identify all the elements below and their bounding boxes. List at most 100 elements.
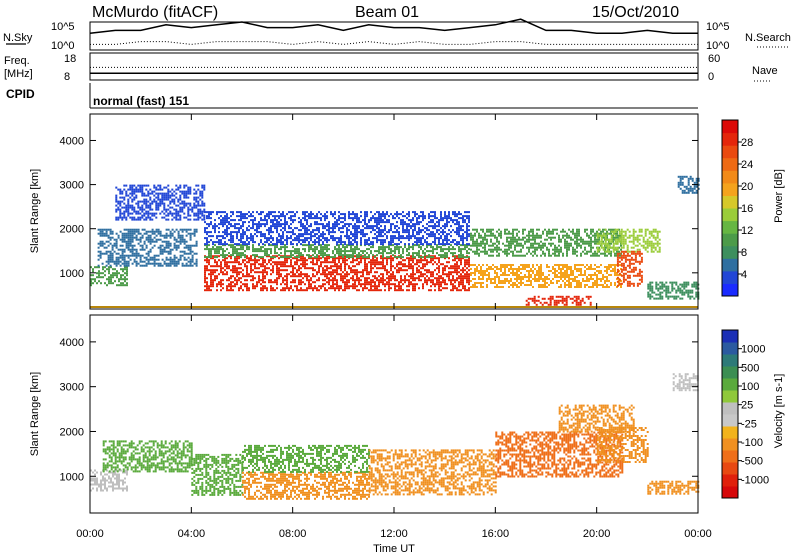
power-cell-3 xyxy=(312,273,314,276)
power-cell-6 xyxy=(470,264,472,266)
power-cell-5 xyxy=(318,239,320,242)
power-cell-5 xyxy=(290,227,292,230)
power-cell-2 xyxy=(115,198,118,201)
power-cell-1 xyxy=(127,236,130,239)
power-cell-5 xyxy=(444,225,446,228)
power-cell-3 xyxy=(262,263,264,266)
power-cell-5 xyxy=(414,229,416,232)
power-cell-3 xyxy=(364,285,366,288)
power-cell-5 xyxy=(382,211,384,214)
power-cell-5 xyxy=(254,219,256,222)
power-cell-4 xyxy=(232,244,234,247)
freq-series xyxy=(90,66,698,75)
power-cell-4 xyxy=(240,254,242,257)
power-cell-2 xyxy=(195,184,198,187)
power-cell-2 xyxy=(201,184,204,187)
power-cell-6 xyxy=(526,276,528,278)
power-cell-7 xyxy=(534,252,536,255)
power-cell-5 xyxy=(350,243,352,246)
power-cell-6 xyxy=(516,278,518,280)
power-cell-4 xyxy=(354,246,356,249)
power-cell-3 xyxy=(218,255,220,258)
power-cell-5 xyxy=(228,233,230,236)
power-cell-4 xyxy=(454,248,456,251)
power-cell-0 xyxy=(108,266,110,269)
power-cell-7 xyxy=(532,230,534,233)
power-cell-5 xyxy=(234,231,236,234)
power-cell-2 xyxy=(155,212,158,215)
power-cell-5 xyxy=(266,213,268,216)
power-cell-1 xyxy=(151,232,154,235)
power-cell-1 xyxy=(115,262,118,265)
power-cell-5 xyxy=(356,215,358,218)
power-cell-5 xyxy=(282,233,284,236)
power-cell-5 xyxy=(272,225,274,228)
power-cell-3 xyxy=(376,263,378,266)
power-cell-6 xyxy=(552,266,554,268)
power-cell-3 xyxy=(264,267,266,270)
power-cell-2 xyxy=(203,216,206,219)
power-cell-2 xyxy=(181,200,184,203)
power-cell-3 xyxy=(208,263,210,266)
power-cell-1 xyxy=(187,228,190,231)
power-cell-5 xyxy=(254,223,256,226)
power-cell-5 xyxy=(362,225,364,228)
power-cell-5 xyxy=(416,233,418,236)
power-cell-3 xyxy=(456,255,458,258)
power-cell-0 xyxy=(92,282,94,285)
power-cell-1 xyxy=(139,240,142,243)
power-cell-3 xyxy=(360,261,362,264)
power-cell-3 xyxy=(402,269,404,272)
power-cell-5 xyxy=(296,235,298,238)
power-cell-3 xyxy=(320,257,322,260)
power-cell-5 xyxy=(330,227,332,230)
power-cell-5 xyxy=(416,241,418,244)
power-cell-5 xyxy=(250,237,252,240)
power-cell-2 xyxy=(153,190,156,193)
power-cell-3 xyxy=(214,271,216,274)
power-cell-7 xyxy=(514,240,516,243)
power-cell-5 xyxy=(282,237,284,240)
power-cell-3 xyxy=(454,279,456,282)
power-cell-5 xyxy=(332,237,334,240)
power-cell-5 xyxy=(356,233,358,236)
power-cell-1 xyxy=(135,260,138,263)
power-cell-3 xyxy=(356,263,358,266)
power-cell-5 xyxy=(436,231,438,234)
power-cell-5 xyxy=(224,237,226,240)
power-cell-5 xyxy=(460,225,462,228)
power-cell-3 xyxy=(318,265,320,268)
power-cell-5 xyxy=(212,243,214,246)
power-cell-0 xyxy=(122,282,124,285)
power-cell-5 xyxy=(292,215,294,218)
power-cell-3 xyxy=(270,273,272,276)
power-cell-3 xyxy=(458,281,460,284)
power-cell-2 xyxy=(165,214,168,217)
power-cell-2 xyxy=(125,206,128,209)
power-cell-3 xyxy=(256,261,258,264)
power-cell-3 xyxy=(246,271,248,274)
power-cell-5 xyxy=(298,239,300,242)
power-cell-1 xyxy=(97,242,100,245)
freq-panel-frame xyxy=(89,52,699,81)
power-cell-4 xyxy=(218,252,220,255)
power-cell-5 xyxy=(326,211,328,214)
power-cell-4 xyxy=(452,246,454,249)
power-cell-3 xyxy=(464,285,466,288)
power-cell-4 xyxy=(422,250,424,253)
power-cell-4 xyxy=(256,248,258,251)
power-cell-3 xyxy=(412,275,414,278)
power-cell-3 xyxy=(366,273,368,276)
power-cell-6 xyxy=(498,286,500,288)
power-cell-3 xyxy=(426,269,428,272)
power-cell-5 xyxy=(414,223,416,226)
power-cell-2 xyxy=(187,202,190,205)
power-cell-5 xyxy=(448,243,450,246)
power-cell-7 xyxy=(496,230,498,233)
power-cell-5 xyxy=(376,217,378,220)
power-cell-1 xyxy=(147,250,150,253)
power-cell-3 xyxy=(218,281,220,284)
power-cell-5 xyxy=(424,215,426,218)
power-cell-3 xyxy=(310,277,312,280)
power-cell-3 xyxy=(336,257,338,260)
